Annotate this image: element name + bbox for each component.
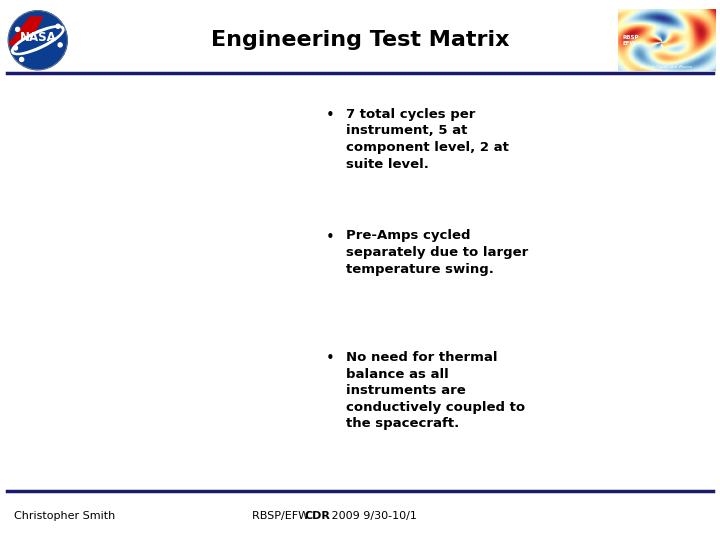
Polygon shape [9,17,42,45]
Text: RBSP
EFW: RBSP EFW [623,35,639,45]
Text: •: • [326,351,335,366]
Text: •: • [326,108,335,123]
Circle shape [14,46,17,50]
Text: Electric Fields and Waves: Electric Fields and Waves [640,65,693,69]
Text: 2009 9/30-10/1: 2009 9/30-10/1 [328,511,417,521]
Text: Christopher Smith: Christopher Smith [14,511,116,521]
Ellipse shape [12,26,64,55]
Circle shape [16,28,19,31]
Text: NASA: NASA [19,31,56,44]
Circle shape [58,43,62,47]
Text: RBSP/EFW: RBSP/EFW [252,511,312,521]
Text: No need for thermal
balance as all
instruments are
conductively coupled to
the s: No need for thermal balance as all instr… [346,351,525,430]
Circle shape [9,11,67,70]
Text: CDR: CDR [305,511,330,521]
Circle shape [56,24,60,28]
Text: Engineering Test Matrix: Engineering Test Matrix [211,30,509,51]
Ellipse shape [14,28,61,52]
Text: •: • [326,230,335,245]
Circle shape [19,57,24,62]
Text: 7 total cycles per
instrument, 5 at
component level, 2 at
suite level.: 7 total cycles per instrument, 5 at comp… [346,108,508,171]
Text: Pre-Amps cycled
separately due to larger
temperature swing.: Pre-Amps cycled separately due to larger… [346,230,528,275]
